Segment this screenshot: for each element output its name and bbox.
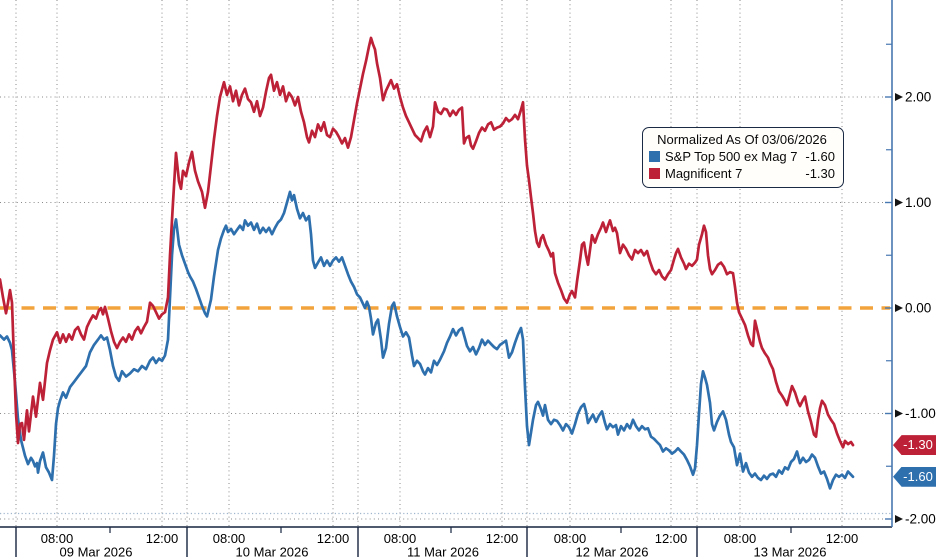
date-label: 09 Mar 2026 — [60, 545, 133, 559]
y-tick-label: -1.00 — [905, 406, 936, 421]
date-label: 12 Mar 2026 — [576, 545, 649, 559]
sp500-last-value: -1.60 — [903, 468, 933, 484]
sp500-line — [0, 190, 855, 490]
legend-series-label: S&P Top 500 ex Mag 7 — [665, 149, 798, 164]
sp500-last-value-badge: -1.60 — [893, 466, 936, 487]
sp500-series-swatch — [649, 151, 660, 162]
date-label: 10 Mar 2026 — [236, 545, 309, 559]
legend-item-magnificent-7[interactable]: Magnificent 7 -1.30 — [649, 165, 835, 182]
legend-series-value: -1.30 — [805, 166, 835, 181]
time-tick-label: 08:00 — [724, 531, 757, 546]
legend-series-label: Magnificent 7 — [665, 166, 743, 181]
y-tick-label: 1.00 — [905, 195, 931, 210]
y-tick-arrow-icon — [895, 304, 903, 312]
mag7-last-value-badge: -1.30 — [893, 435, 936, 456]
y-tick-arrow-icon — [895, 515, 903, 523]
time-tick-label: 12:00 — [655, 531, 688, 546]
mag7-last-value: -1.30 — [903, 437, 933, 453]
time-tick-label: 12:00 — [826, 531, 859, 546]
time-tick-label: 08:00 — [554, 531, 587, 546]
legend-series-value: -1.60 — [805, 149, 835, 164]
y-tick-label: 2.00 — [905, 90, 931, 105]
mag7-series-swatch — [649, 168, 660, 179]
y-tick-arrow-icon — [895, 198, 903, 207]
time-tick-label: 08:00 — [384, 531, 417, 546]
mag7-line — [0, 36, 855, 449]
y-tick-label: 0.00 — [905, 301, 931, 316]
time-tick-label: 08:00 — [41, 531, 74, 546]
time-tick-label: 12:00 — [317, 531, 350, 546]
y-tick-arrow-icon — [895, 409, 903, 418]
y-tick-arrow-icon — [895, 93, 903, 101]
legend: Normalized As Of 03/06/2026 S&P Top 500 … — [642, 127, 844, 188]
y-tick-label: -2.00 — [905, 512, 936, 527]
date-label: 11 Mar 2026 — [407, 545, 479, 559]
time-tick-label: 12:00 — [486, 531, 519, 546]
date-label: 13 Mar 2026 — [754, 545, 827, 559]
time-tick-label: 12:00 — [146, 531, 179, 546]
time-tick-label: 08:00 — [213, 531, 246, 546]
legend-title: Normalized As Of 03/06/2026 — [657, 132, 827, 147]
legend-item-sp500-ex-mag7[interactable]: S&P Top 500 ex Mag 7 -1.60 — [649, 148, 835, 165]
